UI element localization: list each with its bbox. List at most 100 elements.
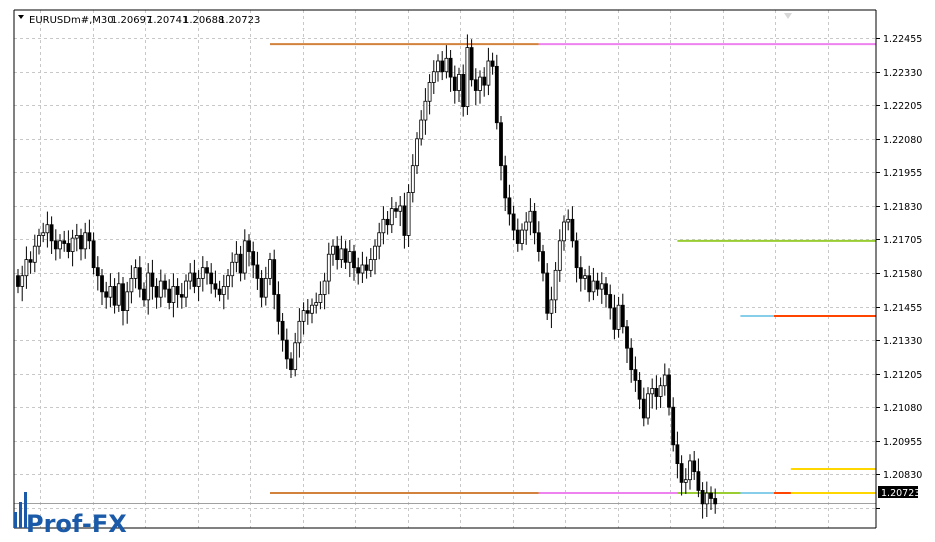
candle: [310, 298, 314, 324]
candle-body: [704, 492, 709, 505]
candle: [473, 68, 478, 106]
symbol-menu-arrow-icon[interactable]: [18, 15, 24, 19]
candle: [213, 270, 218, 298]
candle: [251, 241, 256, 279]
candle-body: [142, 288, 146, 301]
candle: [221, 274, 226, 310]
candle-body: [95, 267, 100, 277]
candle: [200, 256, 205, 292]
candle-body: [448, 57, 453, 78]
candle-body: [179, 294, 184, 298]
price-tick-label: 1.21080: [883, 403, 922, 414]
candle-body: [373, 245, 377, 261]
price-tick-label: 1.21955: [883, 168, 922, 179]
candle: [692, 450, 697, 480]
candle: [268, 252, 272, 286]
candle: [616, 296, 621, 338]
candle: [347, 240, 352, 278]
candle-body: [389, 208, 394, 226]
candle-body: [641, 398, 646, 419]
candle-body: [667, 374, 671, 408]
price-axis: 1.22455 1.22330 1.22205 1.22080 1.21955 1.218…: [876, 34, 922, 509]
candle: [154, 278, 159, 309]
candle-body: [637, 379, 642, 400]
candle: [654, 375, 659, 410]
candle: [612, 294, 617, 340]
candle-body: [209, 272, 214, 285]
candle: [24, 246, 29, 289]
candle: [608, 284, 613, 320]
candle-body: [557, 240, 562, 271]
candle: [398, 195, 403, 227]
candle: [591, 267, 596, 301]
candle-body: [154, 286, 159, 298]
candle-body: [310, 304, 314, 314]
candle-body: [28, 259, 33, 263]
candle: [272, 249, 277, 310]
candle: [667, 368, 671, 416]
candle-body: [612, 307, 617, 330]
candle: [490, 52, 495, 75]
current-price-text: 1.20723: [881, 488, 920, 499]
candle-body: [188, 272, 193, 282]
candle-body: [604, 283, 608, 295]
candle: [448, 49, 453, 92]
candle-body: [87, 232, 92, 242]
candle: [83, 222, 88, 259]
candle: [482, 67, 487, 97]
candle-body: [230, 261, 235, 277]
candle: [646, 387, 650, 425]
candle: [503, 155, 508, 212]
price-tick-label: 1.21580: [883, 269, 922, 280]
price-tick-label: 1.21455: [883, 303, 922, 314]
candle: [557, 229, 562, 282]
candle-body: [499, 122, 503, 167]
candle-body: [255, 264, 260, 279]
candle-body: [595, 280, 600, 290]
logo-bar-2: [19, 502, 22, 528]
candle: [28, 251, 33, 274]
candle: [45, 211, 50, 248]
candle-body: [268, 259, 272, 279]
candle-body: [129, 277, 134, 293]
candle: [284, 328, 289, 369]
candle-body: [410, 165, 415, 193]
candle: [650, 378, 655, 409]
candle: [583, 269, 587, 290]
candle-body: [616, 304, 621, 330]
candle: [385, 211, 390, 235]
candle-body: [423, 100, 428, 121]
candle: [255, 251, 260, 290]
candle: [604, 277, 608, 308]
candle-body: [121, 283, 125, 312]
candle: [553, 262, 558, 314]
candle: [419, 110, 424, 146]
candle-body: [385, 218, 390, 226]
candle-body: [465, 47, 470, 108]
candle: [410, 154, 415, 203]
candle: [662, 363, 667, 396]
candle-body: [364, 264, 369, 271]
candle: [234, 241, 239, 273]
candle-body: [503, 165, 508, 199]
candle-body: [45, 224, 50, 234]
candle: [423, 88, 428, 135]
grid: [14, 10, 876, 528]
candle: [104, 281, 109, 309]
candle-body: [490, 60, 495, 67]
candle: [486, 47, 491, 96]
candle: [293, 332, 298, 377]
chart-shift-marker-icon[interactable]: [784, 13, 792, 19]
candle-body: [108, 286, 113, 298]
candle: [121, 277, 125, 326]
candle: [520, 223, 524, 251]
candle-body: [53, 240, 58, 250]
candle: [704, 481, 709, 517]
candle: [629, 338, 634, 383]
candle: [95, 256, 100, 291]
candle-body: [326, 253, 331, 282]
candle-body: [583, 275, 587, 279]
candle: [209, 263, 214, 294]
